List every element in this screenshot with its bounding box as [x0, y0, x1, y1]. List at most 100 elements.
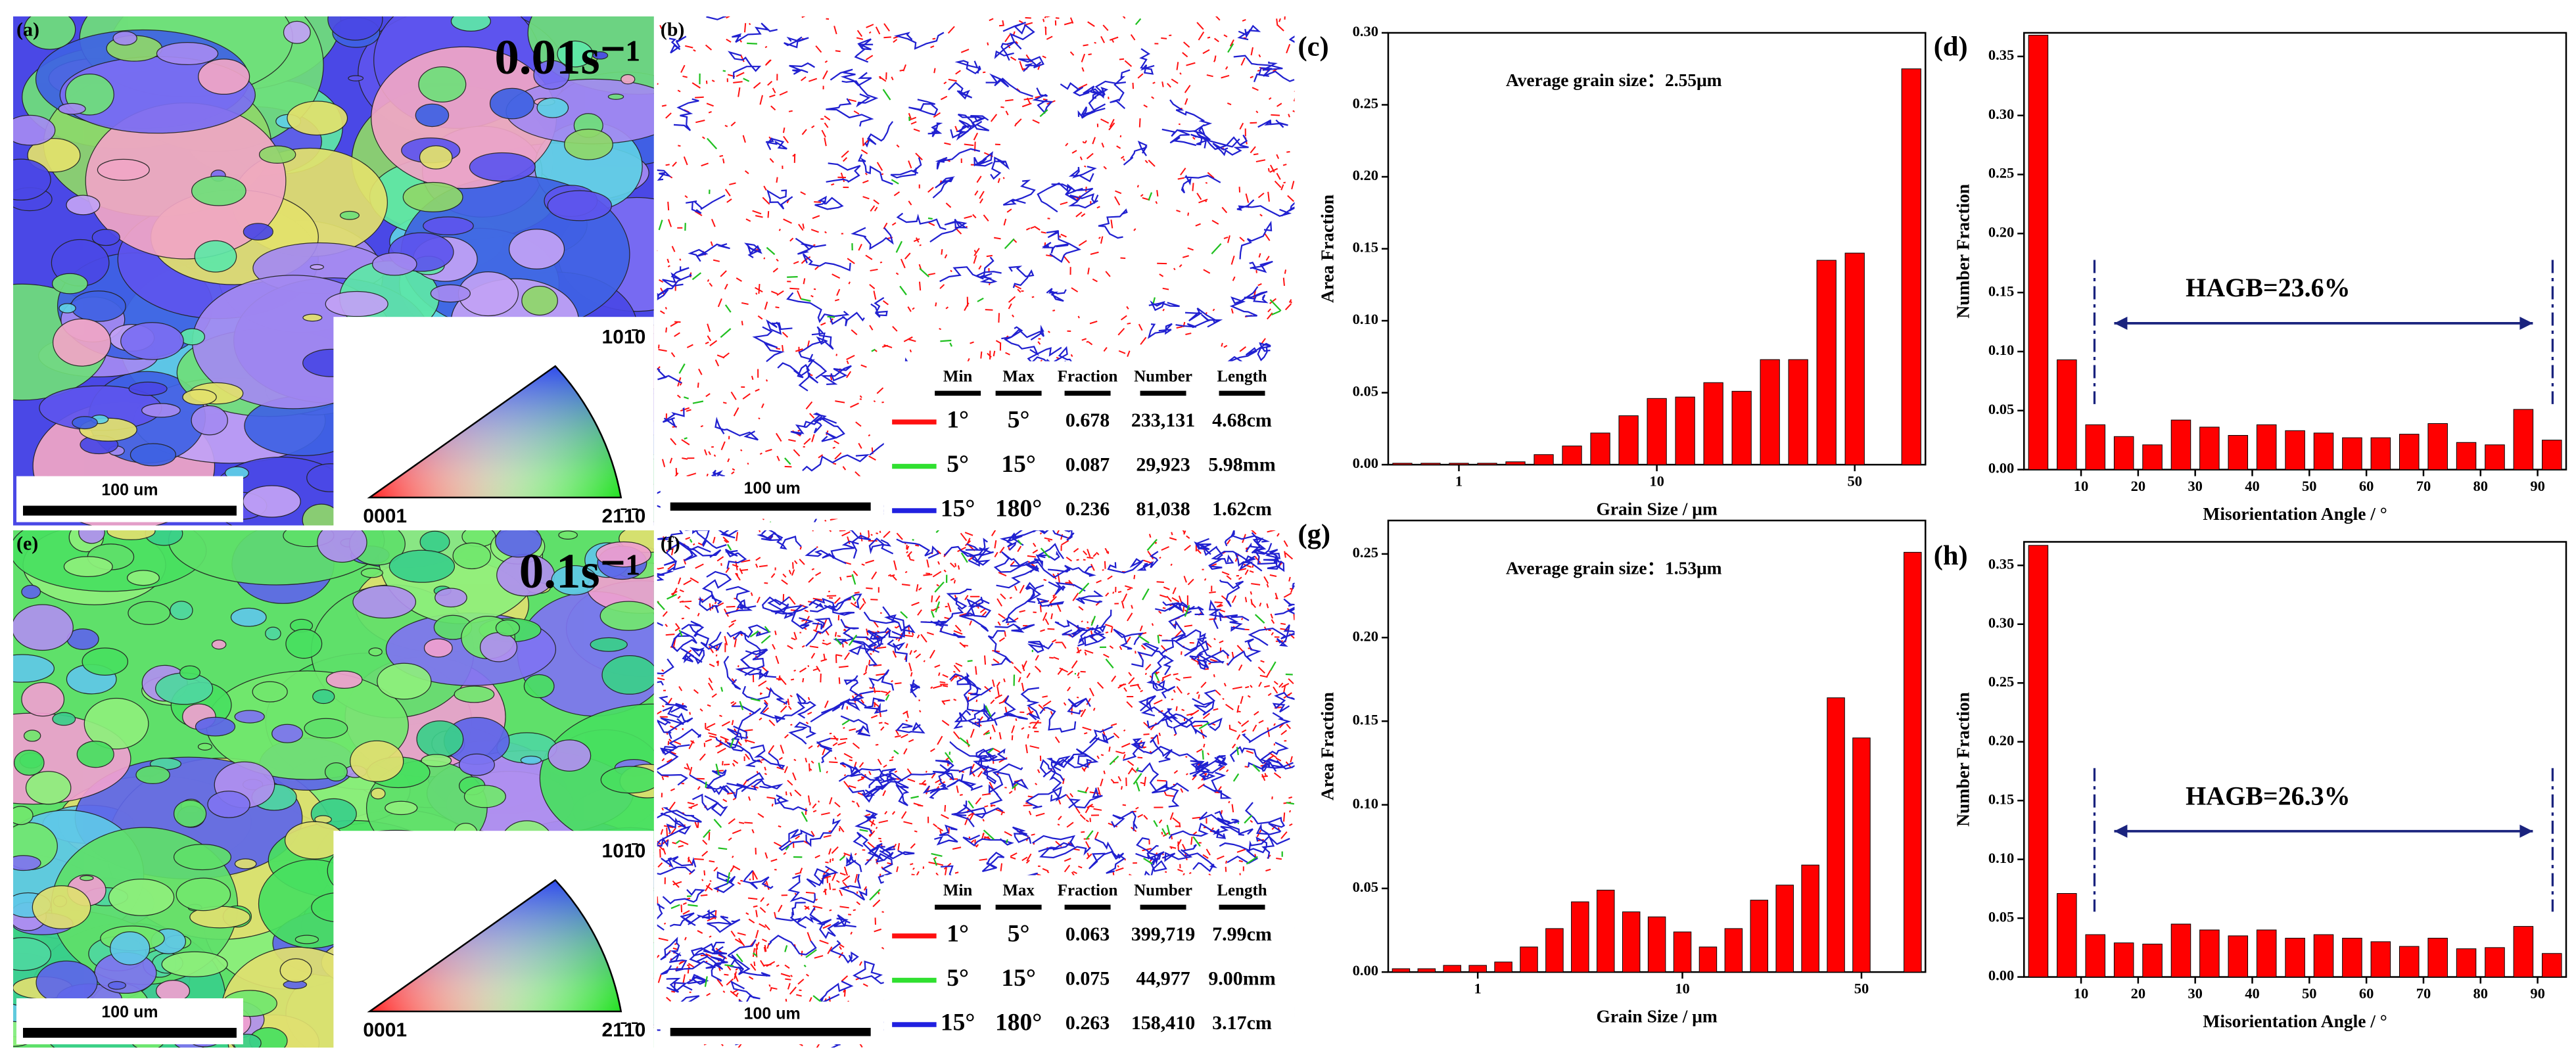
- boundary-hagb: [1067, 697, 1091, 715]
- boundary-lagb: [891, 680, 893, 683]
- boundary-lagb: [783, 852, 787, 855]
- bar: [2113, 436, 2134, 471]
- boundary-hagb: [1048, 581, 1086, 595]
- boundary-lagb: [1047, 331, 1050, 333]
- boundary-lagb: [1027, 733, 1029, 739]
- boundary-lagb: [1246, 750, 1254, 754]
- boundary-lagb: [1244, 569, 1249, 576]
- boundary-lagb: [1061, 540, 1069, 545]
- arrow-head: [2519, 316, 2533, 330]
- boundary-lagb: [979, 608, 986, 613]
- boundary-lagb: [1293, 1032, 1295, 1035]
- boundary-lagb: [662, 611, 668, 617]
- boundary-lagb: [709, 735, 716, 739]
- table-cell: 5°: [1008, 921, 1030, 948]
- boundary-mid: [899, 285, 907, 296]
- header-rule: [1064, 904, 1111, 910]
- table-cell: 29,923: [1136, 453, 1190, 475]
- boundary-lagb: [744, 739, 747, 743]
- boundary-hagb: [833, 914, 856, 928]
- boundary-hagb: [866, 627, 892, 645]
- table-cell: 0.087: [1066, 453, 1110, 475]
- boundary-lagb: [750, 963, 757, 971]
- x-tick-label: 30: [2188, 985, 2202, 1002]
- boundary-lagb: [790, 724, 793, 726]
- boundary-lagb: [1047, 218, 1050, 220]
- boundary-lagb: [1052, 639, 1057, 643]
- boundary-hagb: [695, 530, 727, 549]
- boundary-lagb: [998, 731, 1002, 740]
- boundary-mid: [1138, 635, 1150, 644]
- boundary-lagb: [1127, 588, 1131, 591]
- boundary-lagb: [871, 571, 878, 580]
- boundary-lagb: [813, 244, 816, 246]
- boundary-lagb: [793, 261, 799, 265]
- grain: [173, 844, 232, 871]
- boundary-lagb: [1019, 60, 1024, 71]
- grain: [434, 588, 467, 608]
- boundary-lagb: [1271, 619, 1275, 624]
- boundary-lagb: [944, 254, 948, 259]
- boundary-lagb: [1077, 866, 1083, 869]
- boundary-lagb: [903, 821, 913, 825]
- boundary-lagb: [766, 903, 770, 906]
- boundary-lagb: [825, 861, 829, 864]
- boundary-lagb: [883, 530, 891, 538]
- boundary-lagb: [953, 699, 957, 701]
- boundary-lagb: [1119, 58, 1125, 60]
- boundary-lagb: [1115, 751, 1123, 754]
- boundary-lagb: [1271, 114, 1280, 116]
- boundary-lagb: [755, 910, 758, 917]
- boundary-lagb: [885, 690, 891, 696]
- boundary-lagb: [840, 172, 845, 183]
- boundary-lagb: [760, 897, 764, 902]
- boundary-mid: [987, 747, 995, 754]
- boundary-lagb: [1282, 684, 1286, 693]
- grain: [207, 791, 250, 818]
- boundary-mid: [761, 635, 771, 644]
- boundary-lagb: [870, 205, 876, 212]
- boundary-lagb: [699, 753, 706, 761]
- boundary-lagb: [783, 218, 792, 224]
- map: [12, 16, 654, 526]
- boundary-lagb: [752, 210, 762, 215]
- panel-label: (b): [661, 18, 685, 40]
- boundary-lagb: [1257, 666, 1265, 674]
- boundary-hagb: [1143, 857, 1167, 879]
- bar: [1698, 946, 1718, 973]
- boundary-lagb: [895, 729, 899, 735]
- boundary-lagb: [992, 650, 1000, 653]
- bar: [2427, 938, 2448, 978]
- boundary-hagb: [1025, 786, 1067, 809]
- boundary-mid: [933, 858, 937, 866]
- boundary-hagb: [868, 537, 894, 555]
- boundary-lagb: [1258, 253, 1261, 258]
- boundary-lagb: [1260, 660, 1265, 663]
- boundary-lagb: [1283, 181, 1286, 184]
- boundary-hagb: [1229, 286, 1259, 317]
- boundary-lagb: [686, 763, 691, 771]
- boundary-lagb: [670, 547, 674, 555]
- boundary-lagb: [984, 685, 991, 693]
- bar: [2370, 941, 2391, 978]
- boundary-lagb: [1012, 31, 1016, 35]
- boundary-mid: [747, 42, 757, 45]
- grain: [12, 806, 34, 825]
- boundary-lagb: [677, 595, 681, 599]
- boundary-lagb: [815, 898, 818, 901]
- boundary-lagb: [881, 173, 884, 175]
- boundary-mid: [1105, 659, 1114, 669]
- boundary-lagb: [979, 858, 987, 861]
- x-axis-label: Misorientation Angle / °: [2203, 1011, 2387, 1031]
- boundary-hagb: [776, 907, 822, 923]
- boundary-lagb: [934, 664, 941, 668]
- boundary-lagb: [963, 644, 969, 647]
- bar: [2228, 935, 2249, 978]
- boundary-mid: [749, 630, 759, 638]
- boundary-lagb: [1229, 39, 1234, 47]
- boundary-lagb: [933, 685, 943, 689]
- boundary-mid: [985, 731, 991, 735]
- boundary-lagb: [1077, 672, 1080, 677]
- grain: [271, 724, 304, 743]
- boundary-hagb: [1025, 582, 1044, 603]
